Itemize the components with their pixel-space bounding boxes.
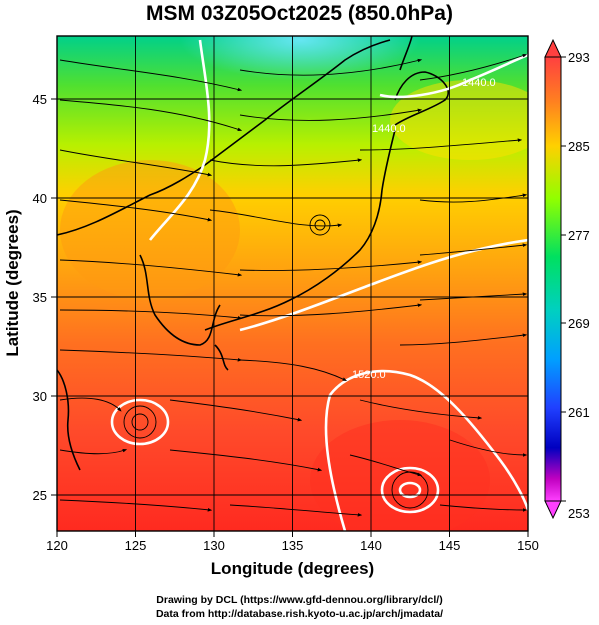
colorbar-tick-label: 293: [568, 50, 590, 65]
y-tick-label: 25: [33, 488, 47, 503]
x-tick-label: 125: [125, 538, 147, 553]
colorbar-max-arrow: [544, 38, 562, 58]
y-tick-label: 30: [33, 389, 47, 404]
coastlines: [57, 36, 449, 471]
y-axis: [51, 98, 57, 496]
colorbar-min-arrow: [544, 500, 562, 520]
colorbar-tick-label: 277: [568, 228, 590, 243]
y-tick-label: 40: [33, 191, 47, 206]
x-tick-label: 140: [360, 538, 382, 553]
map-title: MSM 03Z05Oct2025 (850.0hPa): [146, 2, 453, 25]
contour-label-2: 1440.0: [372, 123, 406, 135]
geopotential-contours: [110, 39, 528, 531]
colorbar: [544, 38, 566, 520]
x-tick-label: 120: [46, 538, 68, 553]
colorbar-tick-label: 285: [568, 139, 590, 154]
x-axis-title: Longitude (degrees): [211, 559, 374, 578]
x-tick-label: 150: [517, 538, 539, 553]
colorbar-tick-label: 253: [568, 506, 590, 521]
y-tick-label: 45: [33, 92, 47, 107]
x-axis: [56, 531, 529, 537]
graticule: [57, 36, 528, 531]
colorbar-tick-label: 269: [568, 316, 590, 331]
contour-label-3: 1520.0: [352, 369, 386, 381]
colorbar-tick-label: 261: [568, 405, 590, 420]
x-tick-label: 130: [203, 538, 225, 553]
x-tick-label: 135: [282, 538, 304, 553]
footer-credit-data: Data from http://database.rish.kyoto-u.a…: [155, 608, 444, 620]
contour-label-1: 1440.0: [462, 77, 496, 89]
y-tick-label: 35: [33, 290, 47, 305]
y-axis-title: Latitude (degrees): [3, 209, 22, 356]
footer-credit-drawing: Drawing by DCL (https://www.gfd-dennou.o…: [156, 594, 443, 606]
temperature-field: [57, 36, 528, 531]
x-tick-label: 145: [439, 538, 461, 553]
wind-streamlines: [59, 54, 528, 517]
